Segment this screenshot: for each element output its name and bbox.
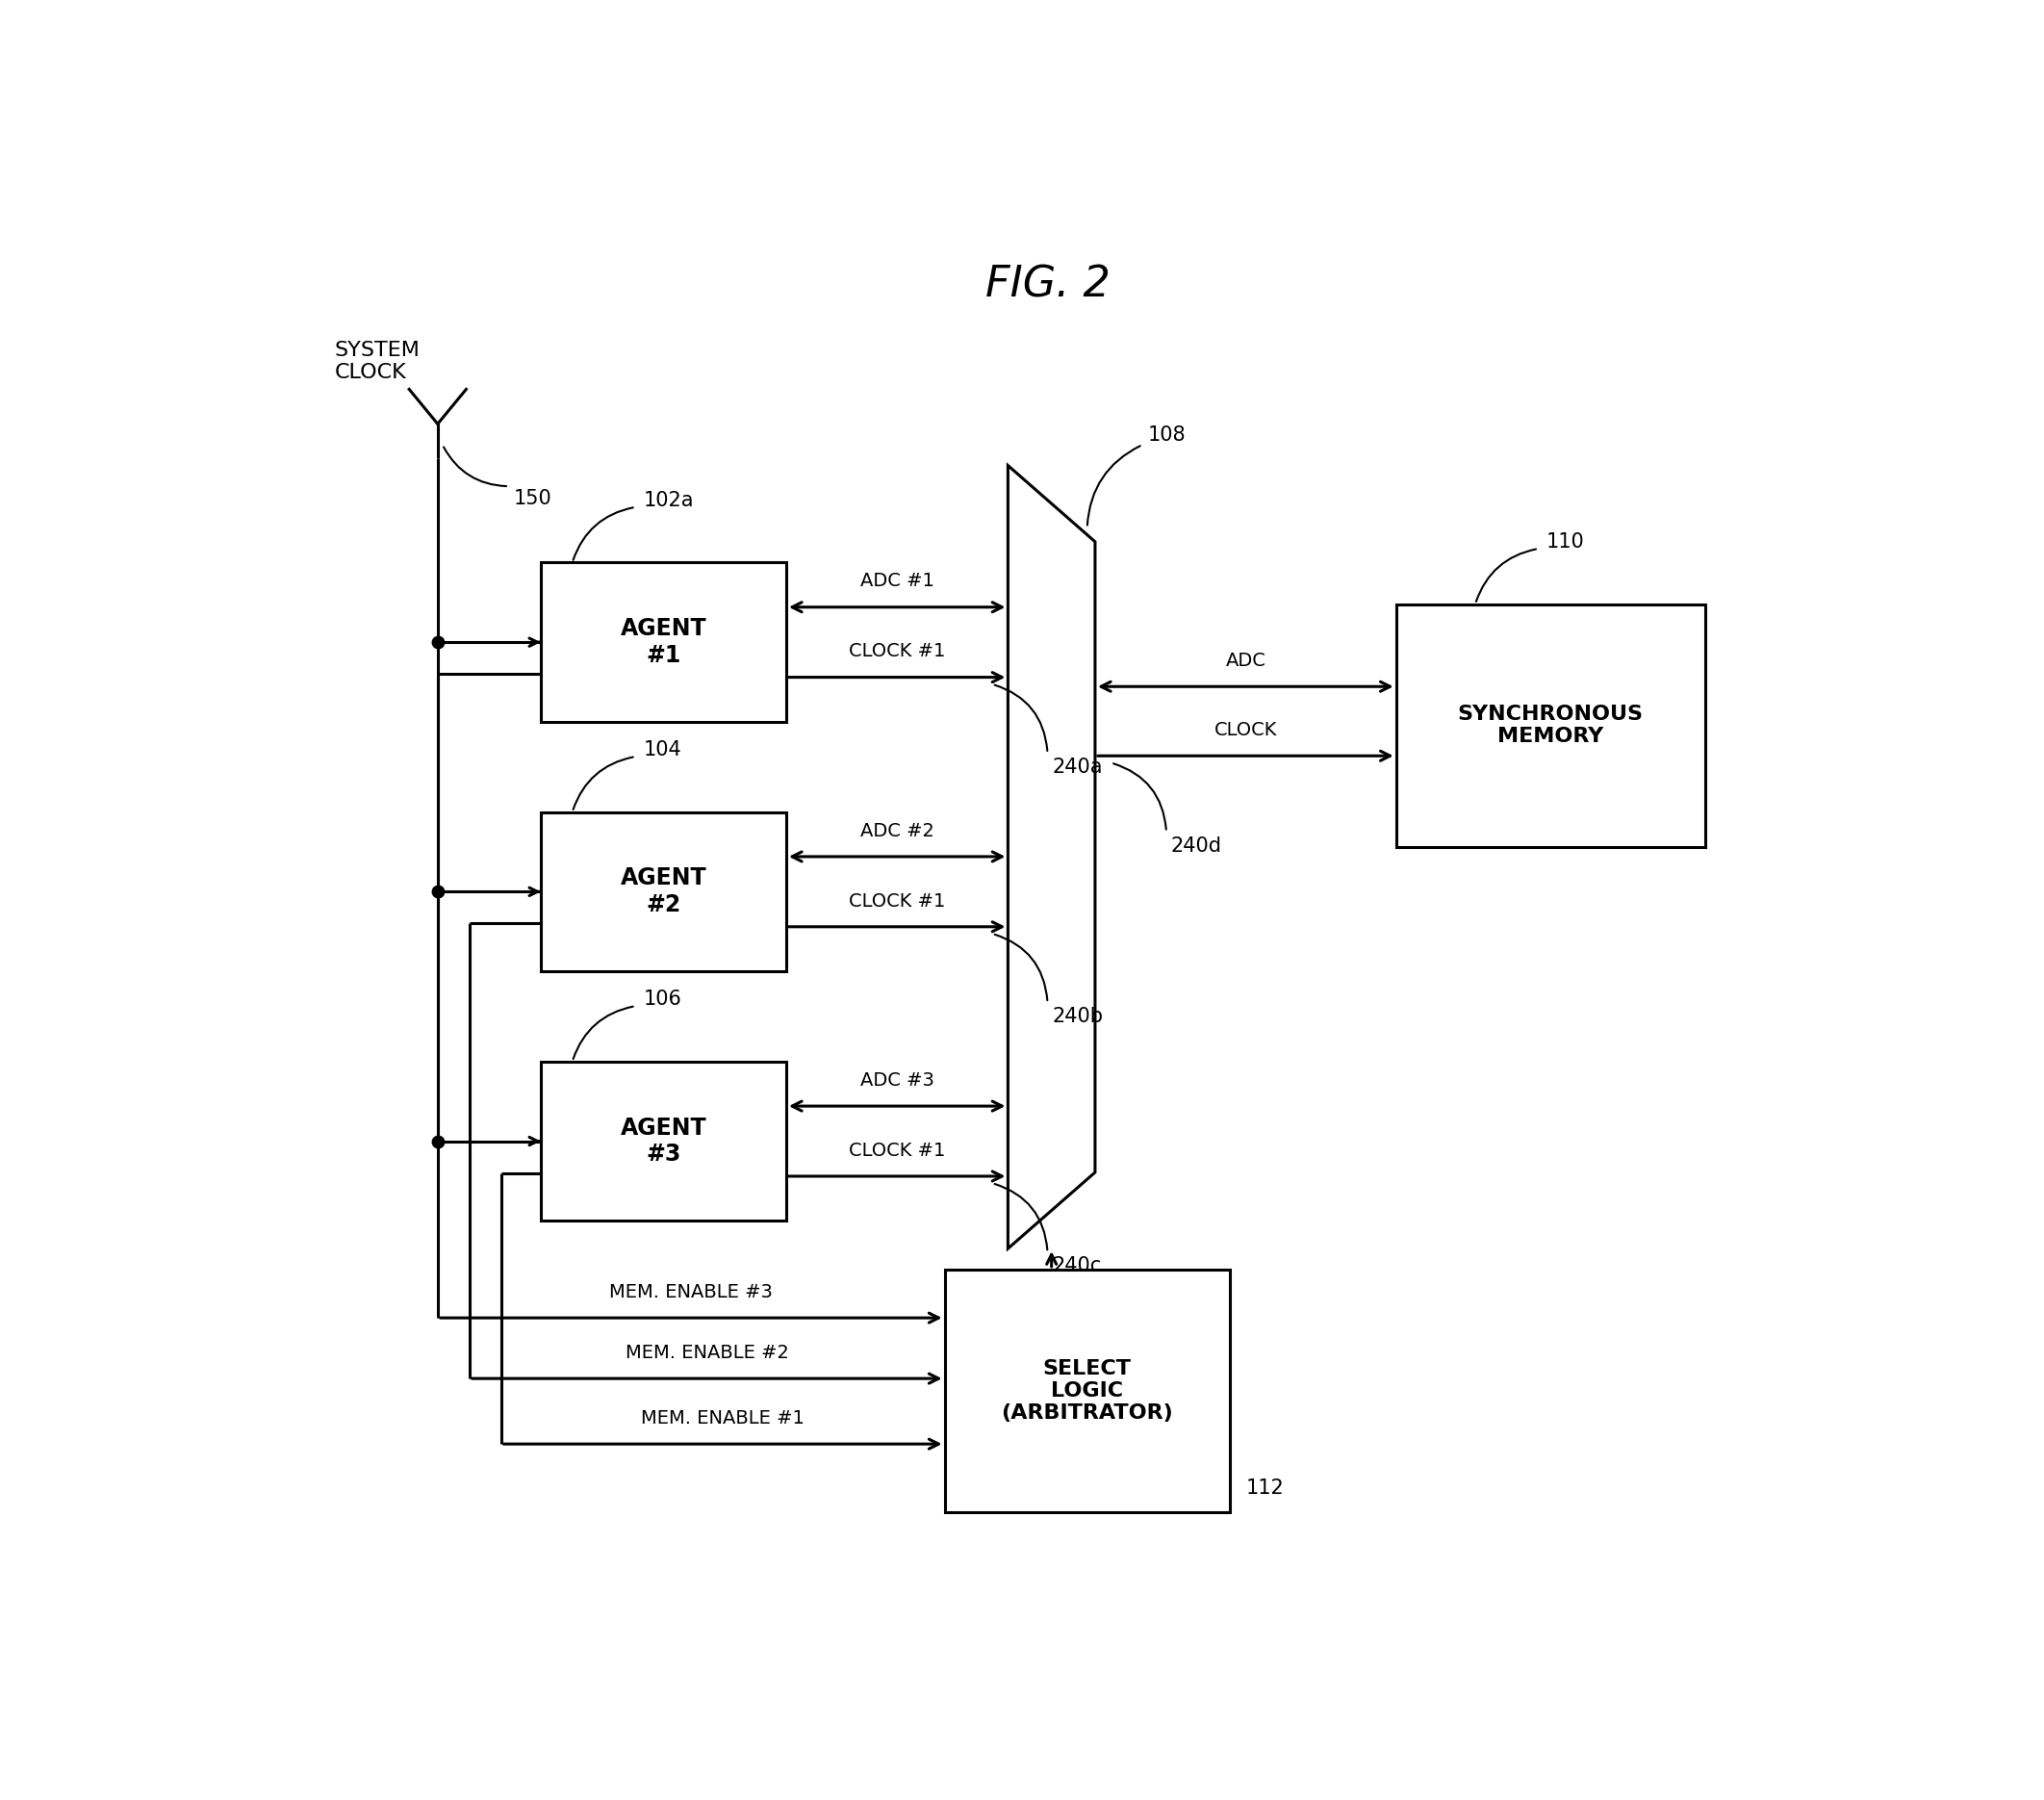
Text: MEM. ENABLE #2: MEM. ENABLE #2	[625, 1343, 789, 1363]
Text: CLOCK #1: CLOCK #1	[848, 891, 946, 911]
Polygon shape	[1008, 466, 1096, 1249]
Text: 102a: 102a	[644, 491, 695, 509]
Text: 104: 104	[644, 740, 683, 760]
Text: SELECT
LOGIC
(ARBITRATOR): SELECT LOGIC (ARBITRATOR)	[1002, 1359, 1173, 1422]
Text: 240d: 240d	[1171, 837, 1222, 855]
Text: 240c: 240c	[1053, 1256, 1102, 1276]
Text: MEM. ENABLE #3: MEM. ENABLE #3	[609, 1283, 773, 1301]
Bar	[540, 1062, 787, 1220]
Text: SYNCHRONOUS
MEMORY: SYNCHRONOUS MEMORY	[1457, 704, 1643, 747]
Text: FIG. 2: FIG. 2	[985, 265, 1110, 306]
Text: 240b: 240b	[1053, 1008, 1104, 1026]
Bar	[1396, 605, 1705, 846]
Text: 110: 110	[1547, 533, 1584, 551]
Text: AGENT
#3: AGENT #3	[619, 1116, 707, 1166]
Text: AGENT
#1: AGENT #1	[619, 617, 707, 668]
Text: ADC #1: ADC #1	[861, 572, 934, 590]
Text: 106: 106	[644, 990, 683, 1008]
Text: MEM. ENABLE #1: MEM. ENABLE #1	[642, 1409, 805, 1427]
Bar	[540, 812, 787, 972]
Text: 108: 108	[1147, 425, 1186, 445]
Text: ADC #3: ADC #3	[861, 1071, 934, 1089]
Text: CLOCK #1: CLOCK #1	[848, 1141, 946, 1159]
Bar	[944, 1269, 1230, 1512]
Text: 150: 150	[513, 490, 552, 508]
Text: 240a: 240a	[1053, 758, 1104, 778]
Bar	[540, 562, 787, 722]
Text: CLOCK: CLOCK	[1214, 722, 1278, 740]
Text: 112: 112	[1245, 1480, 1284, 1498]
Text: SYSTEM
CLOCK: SYSTEM CLOCK	[335, 340, 421, 382]
Text: ADC #2: ADC #2	[861, 821, 934, 841]
Text: CLOCK #1: CLOCK #1	[848, 643, 946, 661]
Text: AGENT
#2: AGENT #2	[619, 868, 707, 916]
Text: ADC: ADC	[1226, 652, 1265, 670]
